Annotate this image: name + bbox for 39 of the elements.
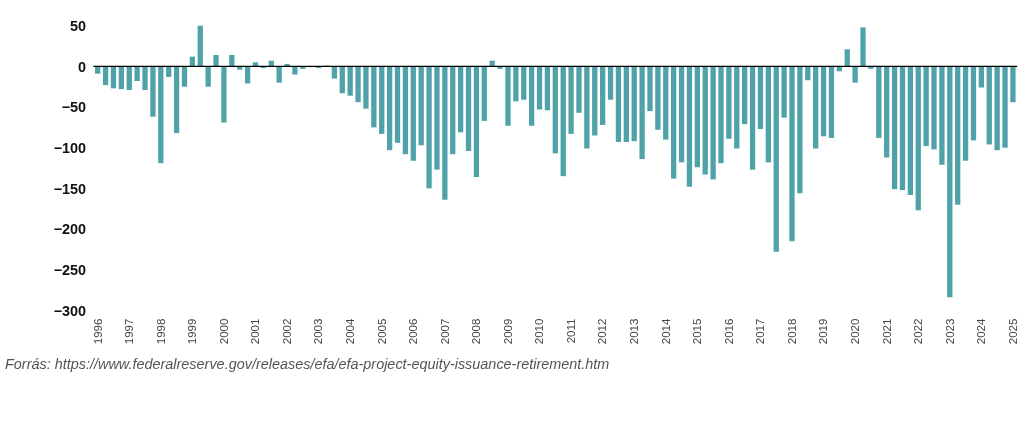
x-tick-label: 2002 bbox=[280, 318, 293, 345]
x-tick-label: 2015 bbox=[691, 318, 704, 345]
y-tick-label: −200 bbox=[53, 221, 87, 238]
x-tick-label: 2024 bbox=[975, 317, 988, 345]
y-tick-label: 50 bbox=[70, 18, 87, 35]
text: Forrás: https://www.federalreserve.gov/releases/efa/efa-project-equity-issuance-retirement.htm bbox=[5, 355, 610, 372]
x-tick-label: 2006 bbox=[407, 318, 420, 345]
x-tick-label: 2016 bbox=[722, 318, 735, 345]
y-tick-label: 0 bbox=[78, 58, 87, 75]
x-tick-label: 2020 bbox=[848, 318, 861, 345]
x-tick-label: 2022 bbox=[912, 318, 925, 345]
y-tick-label: −50 bbox=[61, 99, 87, 116]
x-tick-label: 1997 bbox=[123, 318, 136, 345]
x-tick-label: 2001 bbox=[249, 318, 262, 345]
x-tick-label: 2004 bbox=[344, 317, 357, 345]
x-tick-label: 2005 bbox=[375, 318, 388, 345]
x-tick-label: 1996 bbox=[91, 318, 104, 345]
x-tick-label: 2017 bbox=[754, 318, 767, 345]
x-tick-label: 2013 bbox=[628, 318, 641, 345]
x-tick-label: 2003 bbox=[312, 318, 325, 345]
y-tick-label: −300 bbox=[53, 302, 87, 319]
x-tick-label: 2019 bbox=[817, 318, 830, 345]
x-tick-label: 2012 bbox=[596, 318, 609, 345]
y-tick-label: −100 bbox=[53, 140, 87, 157]
x-tick-label: 2000 bbox=[217, 318, 230, 345]
x-tick-label: 2010 bbox=[533, 318, 546, 345]
x-tick-label: 2009 bbox=[501, 318, 514, 345]
x-tick-label: 2011 bbox=[564, 318, 577, 344]
x-tick-label: 2023 bbox=[943, 318, 956, 345]
x-tick-label: 2021 bbox=[880, 318, 893, 345]
x-tick-label: 1998 bbox=[154, 318, 167, 345]
x-tick-label: 2008 bbox=[470, 318, 483, 345]
x-tick-label: 2018 bbox=[785, 318, 798, 345]
x-tick-label: 1999 bbox=[186, 318, 199, 345]
x-tick-label: 2025 bbox=[1006, 318, 1019, 345]
x-tick-label: 2007 bbox=[438, 318, 451, 345]
y-tick-label: −150 bbox=[53, 180, 87, 197]
x-tick-label: 2014 bbox=[659, 317, 672, 345]
y-tick-label: −250 bbox=[53, 262, 87, 278]
